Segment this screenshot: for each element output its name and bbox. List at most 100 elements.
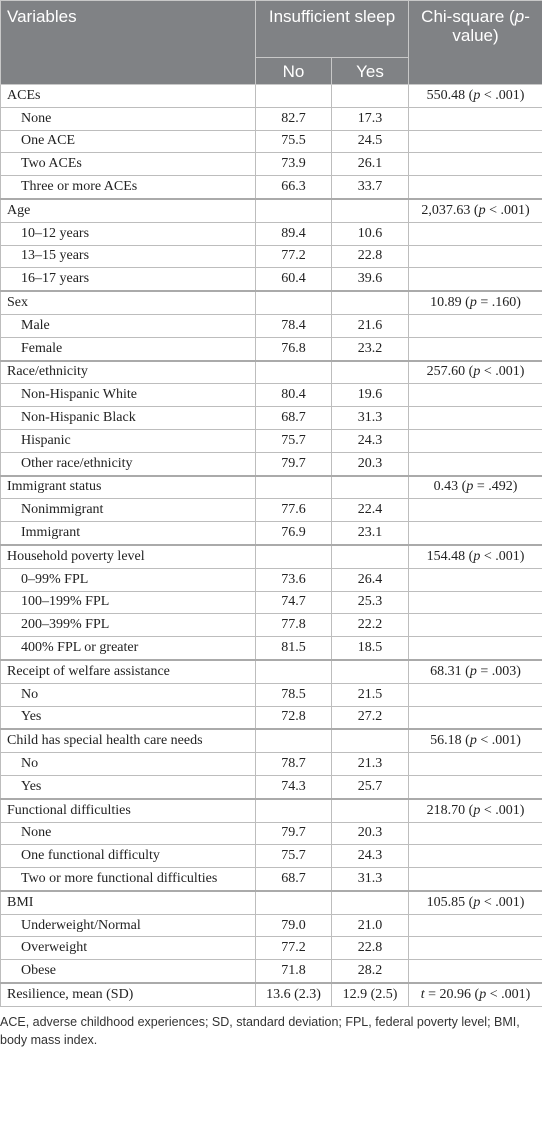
value-yes: 18.5 [330, 636, 410, 661]
table-row: Immigrant 76.9 23.1 [0, 521, 542, 546]
group-yes [330, 474, 410, 500]
header-yes: Yes [330, 57, 410, 85]
empty-cell [408, 498, 542, 523]
value-yes: 10.6 [330, 221, 410, 246]
empty-cell [408, 175, 542, 200]
row-label: One ACE [0, 129, 256, 154]
value-no: 60.4 [255, 267, 332, 292]
group-yes: 12.9 (2.5) [330, 982, 410, 1007]
group-yes [330, 543, 410, 569]
empty-cell [408, 451, 542, 477]
table-row: 400% FPL or greater 81.5 18.5 [0, 636, 542, 661]
empty-cell [408, 106, 542, 131]
value-no: 79.0 [255, 913, 332, 938]
row-label: 200–399% FPL [0, 613, 256, 638]
group-yes [330, 889, 410, 915]
group-label: Immigrant status [0, 474, 256, 500]
table-row: Two or more functional difficulties 68.7 3… [0, 867, 542, 892]
empty-cell [408, 774, 542, 800]
empty-cell [408, 267, 542, 292]
table-row: Hispanic 75.7 24.3 [0, 428, 542, 453]
table-row: Household poverty level 154.48 (p < .001) [0, 543, 542, 569]
value-no: 68.7 [255, 406, 332, 430]
row-label: 100–199% FPL [0, 590, 256, 615]
value-no: 75.7 [255, 428, 332, 453]
header-variables: Variables [0, 0, 256, 85]
empty-cell [408, 221, 542, 246]
row-label: Obese [0, 959, 256, 984]
value-no: 73.9 [255, 152, 332, 177]
group-yes [330, 797, 410, 823]
row-label: No [0, 682, 256, 707]
row-label: 16–17 years [0, 267, 256, 292]
value-no: 78.7 [255, 752, 332, 776]
header-group: Insufficient sleep [254, 0, 410, 58]
value-yes: 25.7 [330, 774, 410, 800]
value-no: 79.7 [255, 821, 332, 846]
row-label: Nonimmigrant [0, 498, 256, 523]
table-row: None 82.7 17.3 [0, 106, 542, 131]
footnote: ACE, adverse childhood experiences; SD, … [0, 1014, 520, 1047]
table-row: None 79.7 20.3 [0, 821, 542, 846]
group-label: Household poverty level [0, 543, 256, 569]
table-row: Non-Hispanic Black 68.7 31.3 [0, 406, 542, 430]
chi-square: 10.89 (p = .160) [408, 290, 542, 315]
value-yes: 26.1 [330, 152, 410, 177]
value-no: 76.9 [255, 521, 332, 546]
group-no [255, 359, 332, 385]
empty-cell [408, 682, 542, 707]
value-yes: 24.5 [330, 129, 410, 154]
group-yes [330, 658, 410, 684]
group-yes [330, 84, 410, 108]
value-no: 77.8 [255, 613, 332, 638]
table-row: 100–199% FPL 74.7 25.3 [0, 590, 542, 615]
value-no: 71.8 [255, 959, 332, 984]
table-row: Sex 10.89 (p = .160) [0, 290, 542, 315]
value-yes: 24.3 [330, 844, 410, 869]
empty-cell [408, 567, 542, 592]
table-row: Yes 74.3 25.7 [0, 774, 542, 800]
row-label: Female [0, 336, 256, 362]
value-yes: 22.8 [330, 936, 410, 961]
table-row: Resilience, mean (SD) 13.6 (2.3) 12.9 (2.5… [0, 982, 542, 1007]
value-yes: 23.1 [330, 521, 410, 546]
empty-cell [408, 959, 542, 984]
group-label: Resilience, mean (SD) [0, 982, 256, 1007]
empty-cell [408, 821, 542, 846]
header-no: No [255, 57, 332, 85]
row-label: 13–15 years [0, 244, 256, 269]
group-label: Age [0, 197, 256, 223]
row-label: No [0, 752, 256, 776]
value-yes: 31.3 [330, 406, 410, 430]
table-row: One ACE 75.5 24.5 [0, 129, 542, 154]
value-yes: 28.2 [330, 959, 410, 984]
empty-cell [408, 705, 542, 730]
row-label: Non-Hispanic Black [0, 406, 256, 430]
group-label: ACEs [0, 84, 256, 108]
row-label: Immigrant [0, 521, 256, 546]
empty-cell [408, 244, 542, 269]
table-row: 10–12 years 89.4 10.6 [0, 221, 542, 246]
row-label: 0–99% FPL [0, 567, 256, 592]
empty-cell [408, 636, 542, 661]
value-yes: 33.7 [330, 175, 410, 200]
value-yes: 26.4 [330, 567, 410, 592]
table-row: Male 78.4 21.6 [0, 313, 542, 338]
empty-cell [408, 313, 542, 338]
value-no: 72.8 [255, 705, 332, 730]
chi-square: 68.31 (p = .003) [408, 658, 542, 684]
chi-square: 56.18 (p < .001) [408, 728, 542, 754]
empty-cell [408, 428, 542, 453]
table-row: Female 76.8 23.2 [0, 336, 542, 362]
group-no [255, 658, 332, 684]
value-yes: 27.2 [330, 705, 410, 730]
group-yes [330, 359, 410, 385]
row-label: Overweight [0, 936, 256, 961]
value-yes: 39.6 [330, 267, 410, 292]
group-yes [330, 728, 410, 754]
data-table: Variables Insufficient sleep Chi-square … [0, 0, 542, 1007]
value-yes: 17.3 [330, 106, 410, 131]
empty-cell [408, 129, 542, 154]
empty-cell [408, 590, 542, 615]
row-label: One functional difficulty [0, 844, 256, 869]
